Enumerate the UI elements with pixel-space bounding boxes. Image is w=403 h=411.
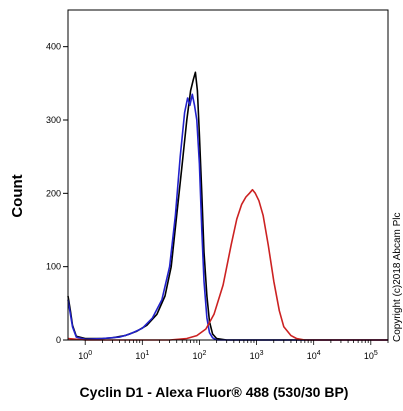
x-tick-label: 101 [135,350,149,361]
x-axis-title: Cyclin D1 - Alexa Fluor® 488 (530/30 BP) [80,384,349,400]
y-tick-label: 300 [46,115,61,125]
x-tick-label: 104 [307,350,321,361]
y-axis: 0 100 200 300 400 [46,42,68,345]
x-tick-label: 103 [250,350,264,361]
series-layer [67,71,388,341]
plot-frame [67,9,389,341]
copyright-annotation: Copyright (c)2018 Abcam Plc [392,212,403,342]
y-tick-label: 200 [46,188,61,198]
y-tick-label: 100 [46,262,61,272]
y-tick-label: 0 [56,335,61,345]
series-line-0 [67,71,388,341]
x-axis: 100 101 102 103 104 105 [78,340,389,361]
y-axis-title: Count [9,174,26,217]
x-tick-label: 102 [192,350,206,361]
y-tick-label: 400 [46,42,61,52]
series-line-1 [67,93,388,341]
x-tick-label: 105 [364,350,378,361]
series-line-2 [67,188,388,341]
x-tick-label: 100 [78,350,92,361]
